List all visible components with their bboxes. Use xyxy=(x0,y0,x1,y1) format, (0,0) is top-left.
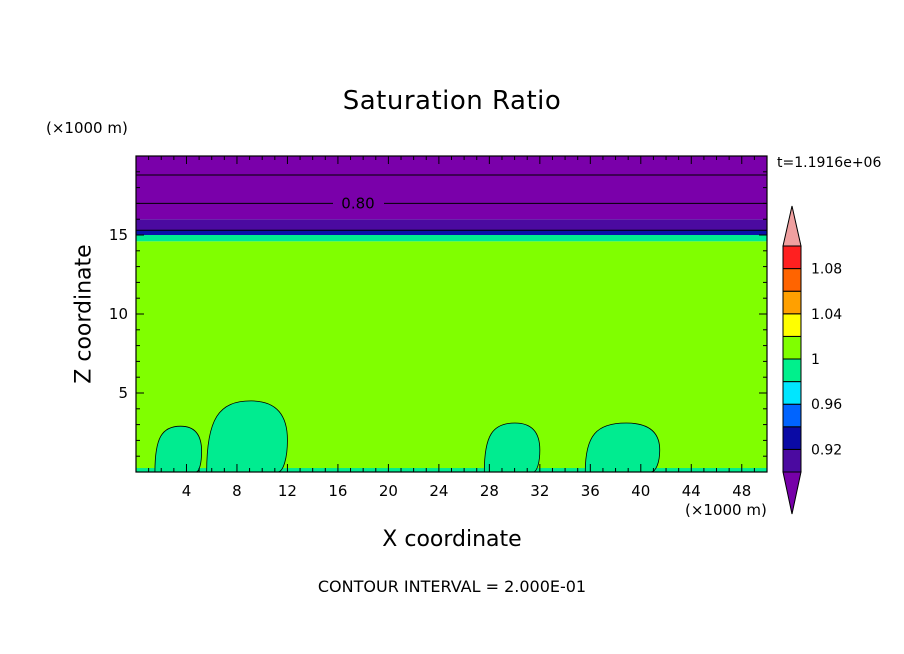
layer-1 xyxy=(136,235,767,242)
x-tick-label: 32 xyxy=(530,482,549,500)
x-tick-label: 8 xyxy=(232,482,242,500)
contour-interval-footer: CONTOUR INTERVAL = 2.000E-01 xyxy=(317,577,587,596)
x-tick-label: 48 xyxy=(732,482,751,500)
cloud-blob-1 xyxy=(206,400,288,473)
cloud-blob-0 xyxy=(154,425,203,473)
y-axis-unit: (×1000 m) xyxy=(46,119,128,137)
colorbar-label: 1.08 xyxy=(811,262,842,278)
colorbar-label: 0.96 xyxy=(811,397,842,413)
y-tick-label: 15 xyxy=(109,226,128,244)
colorbar-swatch xyxy=(782,358,802,383)
time-label: t=1.1916e+06 xyxy=(777,155,882,171)
x-tick-label: 4 xyxy=(182,482,192,500)
x-tick-label: 12 xyxy=(278,482,297,500)
colorbar: 0.92 0.96 1 1.04 1.08 xyxy=(782,205,842,515)
colorbar-swatch xyxy=(782,245,802,270)
x-tick-label: 36 xyxy=(581,482,600,500)
x-tick-label: 44 xyxy=(682,482,701,500)
colorbar-label: 1 xyxy=(811,352,820,368)
colorbar-swatch xyxy=(782,313,802,337)
y-tick-label: 5 xyxy=(118,384,128,402)
layer-4 xyxy=(136,156,767,220)
cloud-blob-2 xyxy=(483,422,541,473)
y-tick-label: 10 xyxy=(109,305,128,323)
layer-2 xyxy=(136,230,767,235)
x-tick-label: 16 xyxy=(328,482,347,500)
x-tick-label: 28 xyxy=(480,482,499,500)
colorbar-swatch xyxy=(782,268,802,292)
contour-label: 0.80 xyxy=(341,194,374,212)
x-axis-label: X coordinate xyxy=(382,527,522,552)
colorbar-swatch xyxy=(782,290,802,315)
colorbar-label: 1.04 xyxy=(811,307,842,323)
x-tick-label: 40 xyxy=(631,482,650,500)
chart-title: Saturation Ratio xyxy=(342,86,562,116)
x-tick-label: 24 xyxy=(429,482,448,500)
x-ticks: 4 8 12 16 20 24 28 32 36 40 44 48 xyxy=(148,156,755,500)
cloud-regions xyxy=(154,400,661,473)
contour-lines: 0.80 xyxy=(136,174,767,231)
colorbar-arrow-low xyxy=(782,471,802,515)
colorbar-swatch xyxy=(782,403,802,428)
layer-3 xyxy=(136,219,767,231)
colorbar-swatch xyxy=(782,335,802,360)
x-tick-label: 20 xyxy=(379,482,398,500)
x-axis-unit: (×1000 m) xyxy=(685,501,767,519)
y-ticks: 5 10 15 xyxy=(109,171,767,457)
colorbar-swatch xyxy=(782,448,802,473)
colorbar-label: 0.92 xyxy=(811,442,842,458)
cloud-blob-3 xyxy=(584,422,661,473)
colorbar-swatch xyxy=(782,426,802,450)
colorbar-arrow-high xyxy=(782,205,802,247)
colorbar-swatch xyxy=(782,381,802,405)
